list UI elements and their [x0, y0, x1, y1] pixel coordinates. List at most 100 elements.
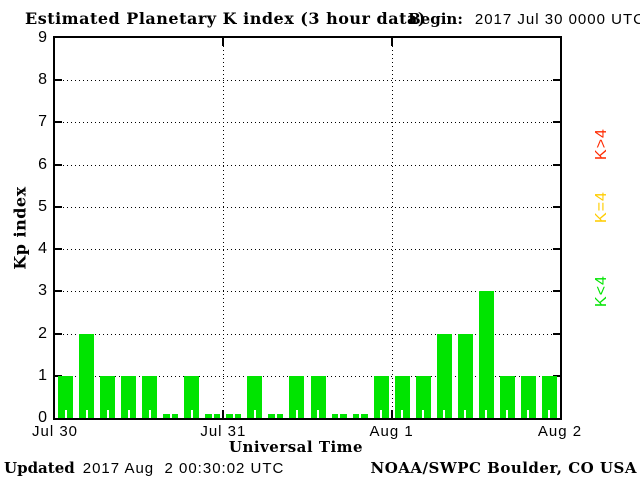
- x-axis-minor-tick: [422, 410, 425, 418]
- y-axis-tick-left: [55, 332, 62, 335]
- y-axis-tick-right: [553, 163, 560, 166]
- x-axis-minor-tick: [169, 410, 172, 418]
- y-tick-label: 1: [38, 366, 48, 384]
- x-axis-minor-tick: [190, 410, 193, 418]
- x-axis-tick-top: [222, 38, 225, 46]
- gridline-horizontal: [55, 333, 560, 335]
- gridline-horizontal: [55, 122, 560, 124]
- updated-value: 2017 Aug 2 00:30:02 UTC: [82, 460, 285, 477]
- x-axis-minor-tick: [232, 410, 235, 418]
- x-tick-label: Aug 1: [369, 423, 414, 440]
- legend-item: K<4: [593, 275, 610, 308]
- kp-bar: [121, 375, 137, 418]
- y-axis-tick-right: [553, 374, 560, 377]
- x-axis-minor-tick: [127, 410, 130, 418]
- kp-bar: [499, 375, 515, 418]
- x-axis-minor-tick: [85, 410, 88, 418]
- kp-bar: [184, 375, 200, 418]
- chart-title: Estimated Planetary K index (3 hour data…: [25, 9, 426, 28]
- y-axis-tick-left: [55, 163, 62, 166]
- x-axis-minor-tick: [359, 410, 362, 418]
- x-axis-minor-tick: [485, 410, 488, 418]
- begin-info: Begin: 2017 Jul 30 0000 UTC: [408, 10, 640, 28]
- y-axis-tick-left: [55, 205, 62, 208]
- x-tick-label: Aug 2: [537, 423, 583, 440]
- y-axis-tick-right: [553, 205, 560, 208]
- begin-value: 2017 Jul 30 0000 UTC: [474, 11, 640, 28]
- x-axis-minor-tick: [527, 410, 530, 418]
- y-axis-tick-right: [553, 248, 560, 251]
- x-axis-tick-top: [390, 38, 393, 46]
- credit-text: NOAA/SWPC Boulder, CO USA: [370, 459, 637, 477]
- y-axis-tick-left: [55, 121, 62, 124]
- x-axis-minor-tick: [380, 410, 383, 418]
- x-axis-title: Universal Time: [228, 438, 364, 456]
- x-axis-minor-tick: [253, 410, 256, 418]
- y-axis-tick-right: [553, 121, 560, 124]
- kp-bar: [394, 375, 410, 418]
- kp-bar: [247, 375, 263, 418]
- x-axis-minor-tick: [548, 410, 551, 418]
- y-tick-label: 9: [38, 29, 48, 46]
- kp-bar: [415, 375, 431, 418]
- y-tick-label: 3: [38, 282, 48, 300]
- x-axis-minor-tick: [317, 410, 320, 418]
- x-tick-label: Jul 31: [200, 423, 247, 440]
- kp-bar: [478, 291, 494, 418]
- gridline-horizontal: [55, 164, 560, 166]
- kp-bar: [520, 375, 536, 418]
- kp-bar: [79, 333, 95, 418]
- gridline-day-boundary: [223, 38, 225, 418]
- updated-label: Updated: [4, 459, 75, 477]
- y-tick-label: 4: [38, 240, 48, 258]
- y-axis-tick-left: [55, 248, 62, 251]
- kp-bar: [436, 333, 452, 418]
- x-axis-minor-tick: [106, 410, 109, 418]
- y-axis-tick-left: [55, 290, 62, 293]
- updated-info: Updated 2017 Aug 2 00:30:02 UTC: [4, 459, 284, 477]
- y-axis-tick-right: [553, 290, 560, 293]
- kp-bar: [58, 375, 74, 418]
- begin-label: Begin:: [408, 10, 463, 28]
- x-axis-minor-tick: [338, 410, 341, 418]
- x-axis-minor-tick: [443, 410, 446, 418]
- x-axis-tick-bottom: [390, 410, 393, 418]
- kp-bar: [541, 375, 557, 418]
- y-tick-label: 5: [38, 197, 48, 215]
- kp-bar: [310, 375, 326, 418]
- x-axis-minor-tick: [401, 410, 404, 418]
- legend-item: K>4: [593, 127, 610, 160]
- x-axis-minor-tick: [274, 410, 277, 418]
- gridline-horizontal: [55, 80, 560, 82]
- y-axis-tick-right: [553, 332, 560, 335]
- y-axis-tick-left: [55, 79, 62, 82]
- gridline-horizontal: [55, 375, 560, 377]
- kp-bar: [289, 375, 305, 418]
- gridline-horizontal: [55, 291, 560, 293]
- x-axis-minor-tick: [64, 410, 67, 418]
- x-axis-tick-bottom: [222, 410, 225, 418]
- y-tick-label: 6: [38, 155, 48, 173]
- kp-bar: [142, 375, 158, 418]
- plot-area: [53, 36, 562, 420]
- y-axis-tick-left: [55, 374, 62, 377]
- x-tick-label: Jul 30: [31, 423, 79, 440]
- y-axis-tick-right: [553, 79, 560, 82]
- gridline-horizontal: [55, 206, 560, 208]
- legend-item: K=4: [593, 190, 610, 223]
- gridline-day-boundary: [391, 38, 393, 418]
- kp-bar: [100, 375, 116, 418]
- kp-bar: [457, 333, 473, 418]
- y-tick-label: 7: [38, 113, 48, 131]
- gridline-horizontal: [55, 249, 560, 251]
- x-axis-minor-tick: [295, 410, 298, 418]
- x-axis-minor-tick: [211, 410, 214, 418]
- y-tick-label: 8: [38, 71, 48, 89]
- x-axis-minor-tick: [464, 410, 467, 418]
- y-tick-label: 0: [38, 409, 48, 426]
- x-axis-minor-tick: [148, 410, 151, 418]
- kp-bar: [373, 375, 389, 418]
- y-tick-label: 2: [38, 324, 48, 342]
- x-axis-minor-tick: [506, 410, 509, 418]
